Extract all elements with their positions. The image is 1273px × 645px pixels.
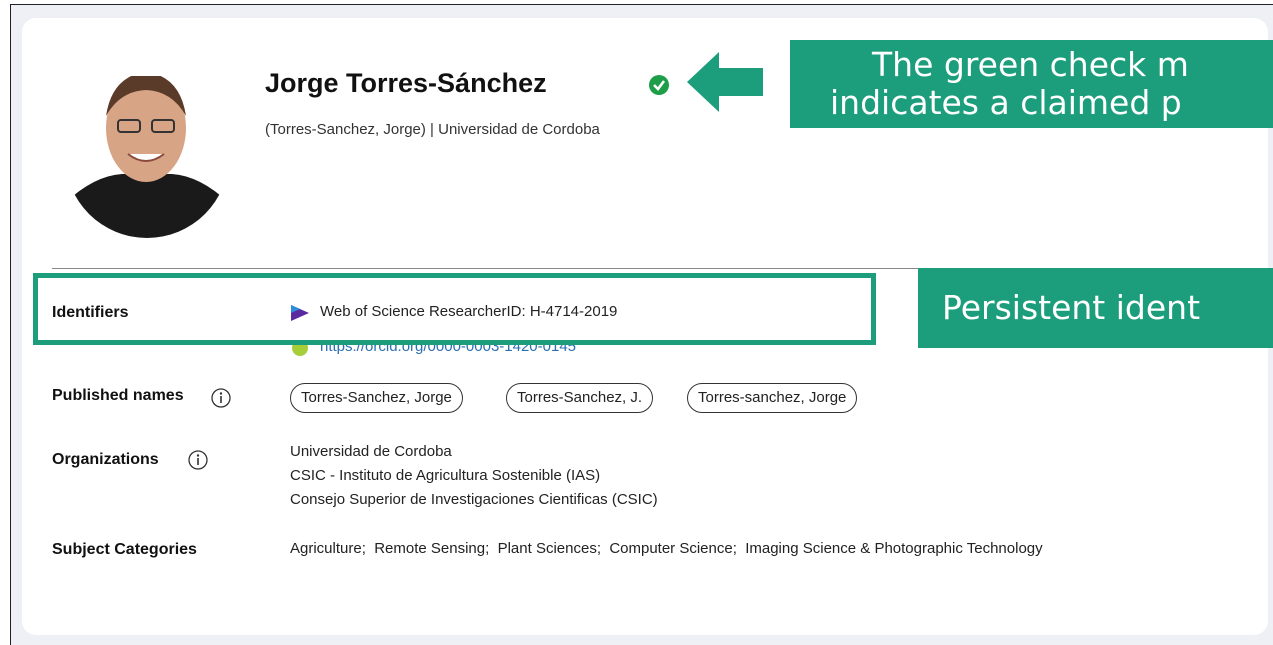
organization: CSIC - Instituto de Agricultura Sostenib… — [290, 467, 600, 484]
name-pill[interactable]: Torres-Sanchez, J. — [506, 383, 653, 413]
claimed-check — [647, 73, 671, 97]
organization: Consejo Superior de Investigaciones Cien… — [290, 491, 658, 508]
annotation-check: The green check m indicates a claimed p — [790, 40, 1273, 128]
profile-subtitle: (Torres-Sanchez, Jorge) | Universidad de… — [265, 121, 600, 138]
annotation-identifiers: Persistent ident — [918, 268, 1273, 348]
name-pill[interactable]: Torres-sanchez, Jorge — [687, 383, 857, 413]
subject-categories: Agriculture; Remote Sensing; Plant Scien… — [290, 540, 1043, 557]
avatar — [62, 46, 232, 242]
name-pill[interactable]: Torres-Sanchez, Jorge — [290, 383, 463, 413]
annotation-line: The green check m — [790, 46, 1273, 84]
organization: Universidad de Cordoba — [290, 443, 452, 460]
profile-name: Jorge Torres-Sánchez — [265, 68, 547, 99]
annotation-line: indicates a claimed p — [790, 84, 1273, 122]
info-icon[interactable] — [210, 387, 232, 409]
organizations-label: Organizations — [52, 451, 159, 469]
info-icon[interactable] — [187, 449, 209, 471]
annotation-box — [33, 273, 876, 345]
subject-categories-label: Subject Categories — [52, 541, 197, 559]
page: Jorge Torres-Sánchez (Torres-Sanchez, Jo… — [0, 0, 1273, 645]
annotation-arrow — [685, 50, 765, 114]
published-names-label: Published names — [52, 387, 184, 405]
